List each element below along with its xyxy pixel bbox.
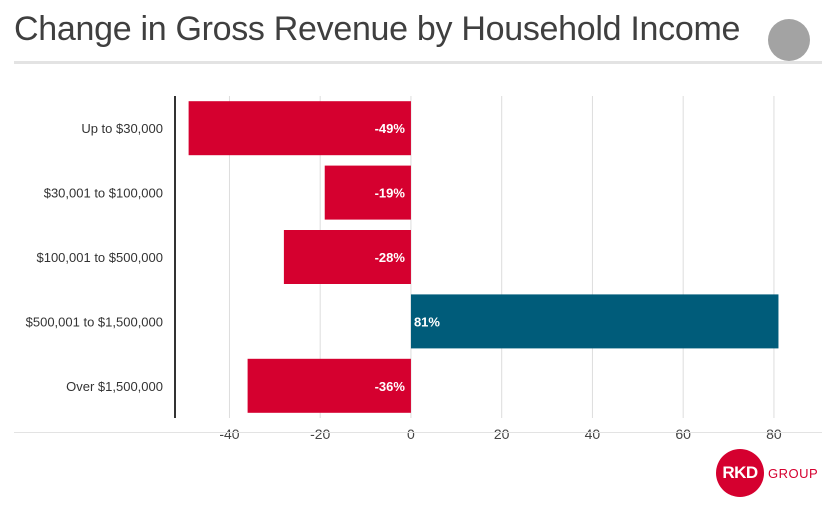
- footer-divider: [14, 432, 822, 433]
- x-tick-label: 80: [766, 426, 782, 442]
- bar-data-label: -19%: [375, 186, 406, 201]
- bar: [283, 230, 411, 284]
- x-tick-label: -20: [310, 426, 330, 442]
- bar-data-label: -36%: [375, 379, 406, 394]
- bar-data-label: -49%: [375, 121, 406, 136]
- y-category-label: $100,001 to $500,000: [36, 250, 163, 265]
- x-tick-label: 40: [585, 426, 601, 442]
- bar-data-label: 81%: [414, 314, 440, 329]
- x-tick-label: 20: [494, 426, 510, 442]
- bar: [324, 165, 411, 220]
- x-tick-label: 60: [675, 426, 691, 442]
- logo-mark: RKD: [716, 449, 764, 497]
- bar: [247, 358, 411, 413]
- x-tick-label: -40: [219, 426, 239, 442]
- y-category-label: Up to $30,000: [81, 121, 163, 136]
- chart-title: Change in Gross Revenue by Household Inc…: [14, 10, 741, 48]
- bar: [410, 294, 779, 349]
- menu-circle-icon[interactable]: [768, 19, 810, 61]
- y-category-label: $30,001 to $100,000: [44, 186, 163, 201]
- y-category-label: $500,001 to $1,500,000: [26, 314, 163, 329]
- y-category-label: Over $1,500,000: [66, 379, 163, 394]
- rkd-group-logo: RKD GROUP: [716, 449, 819, 497]
- logo-text: GROUP: [768, 465, 819, 481]
- bar-data-label: -28%: [375, 250, 406, 265]
- x-tick-label: 0: [407, 426, 415, 442]
- title-divider: [14, 61, 822, 64]
- bar: [188, 101, 411, 156]
